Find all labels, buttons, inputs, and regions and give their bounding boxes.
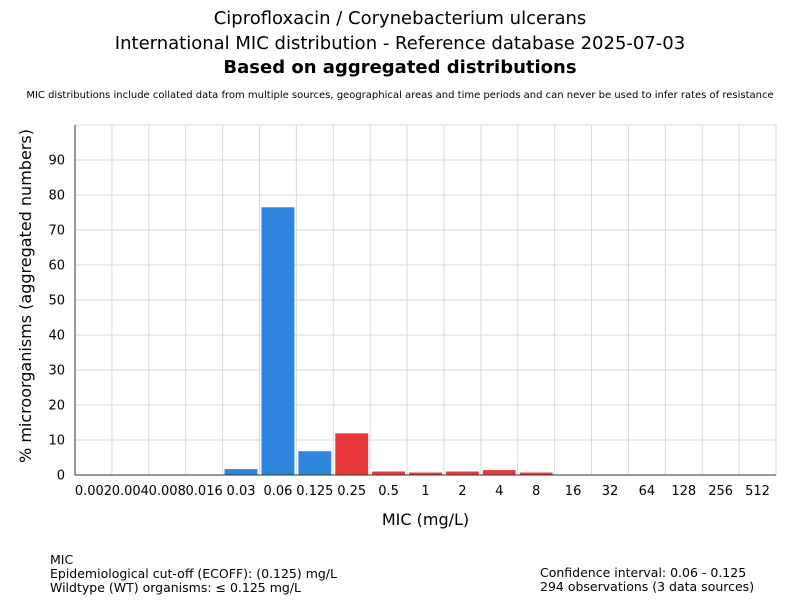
- x-tick-label: 1: [421, 484, 429, 499]
- y-axis-title: % microorganisms (aggregated numbers): [16, 129, 35, 463]
- bar-0.25: [335, 433, 369, 475]
- bar-2: [445, 471, 479, 475]
- x-tick-label: 32: [602, 484, 619, 499]
- footer-right: Confidence interval: 0.06 - 0.125 294 ob…: [540, 566, 754, 594]
- x-tick-label: 0.25: [337, 484, 366, 499]
- chart-title: Ciprofloxacin / Corynebacterium ulcerans: [213, 8, 587, 29]
- x-tick-label: 256: [708, 484, 733, 499]
- x-tick-label: 128: [671, 484, 696, 499]
- bar-1: [409, 472, 442, 475]
- y-tick-label: 60: [48, 259, 65, 274]
- y-tick-label: 70: [48, 224, 65, 239]
- chart-subtitle: International MIC distribution - Referen…: [114, 33, 686, 54]
- x-tick-label: 2: [458, 484, 466, 499]
- disclaimer-text: MIC distributions include collated data …: [26, 90, 774, 101]
- chart-subtitle-bold: Based on aggregated distributions: [223, 57, 577, 78]
- y-tick-label: 20: [48, 399, 65, 414]
- y-tick-label: 80: [48, 189, 65, 204]
- x-tick-label: 0.016: [186, 484, 223, 499]
- y-tick-label: 90: [48, 154, 65, 169]
- x-tick-label: 0.004: [112, 484, 149, 499]
- bar-8: [519, 472, 553, 475]
- footer-left: MIC Epidemiological cut-off (ECOFF): (0.…: [50, 553, 337, 595]
- confidence-interval-text: Confidence interval: 0.06 - 0.125: [540, 565, 747, 580]
- ecoff-text: Epidemiological cut-off (ECOFF): (0.125)…: [50, 566, 337, 581]
- mic-label: MIC: [50, 552, 74, 567]
- x-tick-label: 0.008: [149, 484, 186, 499]
- x-tick-label: 0.002: [75, 484, 112, 499]
- x-tick-label: 64: [639, 484, 656, 499]
- y-tick-label: 0: [57, 469, 65, 484]
- y-tick-label: 10: [48, 434, 65, 449]
- x-tick-label: 0.06: [263, 484, 292, 499]
- y-tick-label: 30: [48, 364, 65, 379]
- x-tick-label: 16: [565, 484, 582, 499]
- bar-0.125: [298, 451, 332, 475]
- x-tick-label: 0.5: [378, 484, 399, 499]
- observations-text: 294 observations (3 data sources): [540, 579, 755, 594]
- y-tick-label: 40: [48, 329, 65, 344]
- y-tick-label: 50: [48, 294, 65, 309]
- wildtype-text: Wildtype (WT) organisms: ≤ 0.125 mg/L: [50, 580, 302, 595]
- bar-0.03: [224, 469, 258, 475]
- x-tick-label: 0.125: [296, 484, 333, 499]
- x-axis-title: MIC (mg/L): [382, 510, 469, 529]
- x-tick-label: 4: [495, 484, 503, 499]
- x-tick-label: 512: [745, 484, 770, 499]
- bar-0.5: [372, 471, 406, 475]
- bar-0.06: [261, 207, 295, 475]
- x-tick-label: 0.03: [227, 484, 256, 499]
- bar-4: [482, 470, 516, 475]
- x-tick-label: 8: [532, 484, 540, 499]
